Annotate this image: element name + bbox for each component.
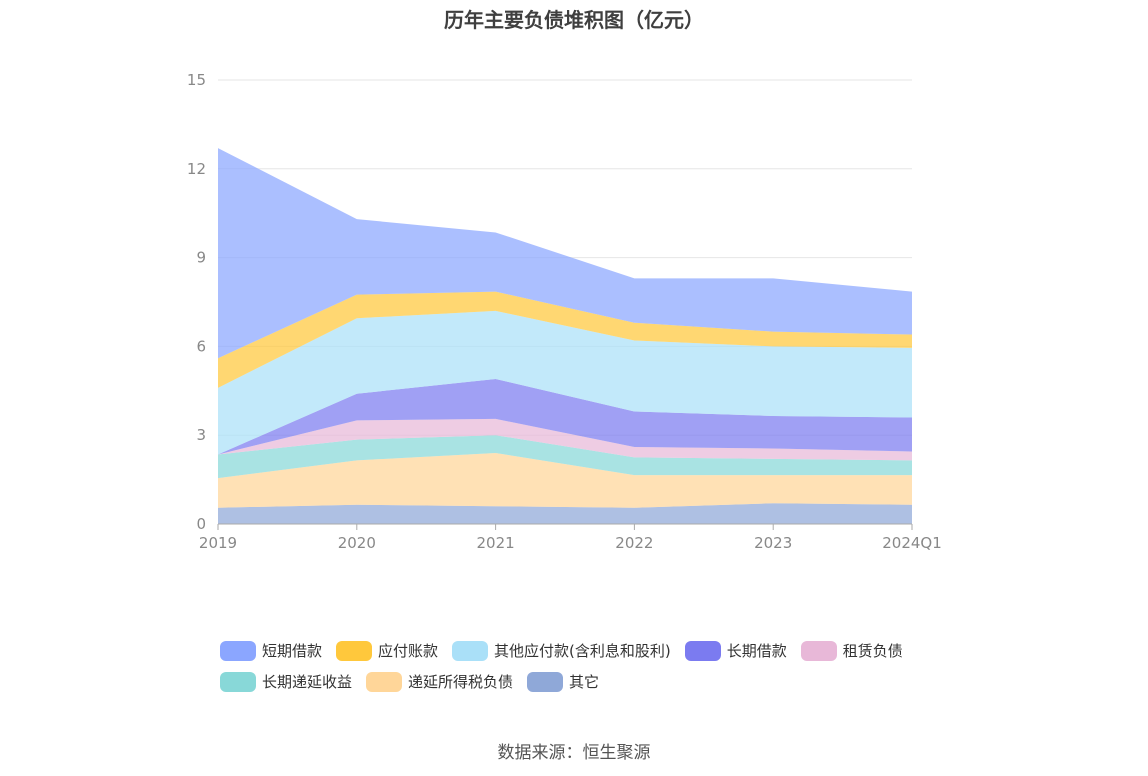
legend-swatch bbox=[220, 671, 256, 692]
y-tick-label: 15 bbox=[187, 71, 206, 89]
x-tick-label: 2019 bbox=[199, 534, 237, 552]
legend-item[interactable]: 短期借款 bbox=[220, 640, 322, 661]
legend-swatch bbox=[800, 640, 837, 661]
y-tick-label: 12 bbox=[187, 160, 206, 178]
y-tick-label: 0 bbox=[196, 515, 206, 533]
legend-label: 长期递延收益 bbox=[262, 673, 353, 691]
area-长期递延收益 bbox=[218, 435, 912, 479]
legend-swatch bbox=[684, 640, 721, 661]
area-短期借款 bbox=[218, 148, 912, 359]
legend-item[interactable]: 长期借款 bbox=[684, 640, 787, 661]
legend-item[interactable]: 租赁负债 bbox=[800, 640, 903, 661]
legend-item[interactable]: 长期递延收益 bbox=[220, 671, 352, 692]
legend-label: 其它 bbox=[569, 673, 600, 691]
legend-label: 应付账款 bbox=[378, 642, 439, 660]
area-应付账款 bbox=[218, 291, 912, 388]
x-tick-label: 2020 bbox=[338, 534, 376, 552]
legend-swatch bbox=[336, 640, 373, 661]
x-tick-label: 2021 bbox=[477, 534, 515, 552]
x-tick-label: 2022 bbox=[615, 534, 653, 552]
x-tick-label: 2023 bbox=[754, 534, 792, 552]
x-tick-label: 2024Q1 bbox=[882, 534, 942, 552]
legend: 短期借款 应付账款 其他应付款(含利息和股利) 长期借款 租赁负债 长期递延收益 递延所得… bbox=[220, 640, 980, 702]
legend-row-2: 长期递延收益 递延所得税负债 其它 bbox=[220, 671, 980, 692]
legend-row-1: 短期借款 应付账款 其他应付款(含利息和股利) 长期借款 租赁负债 bbox=[220, 640, 980, 661]
area-长期借款 bbox=[218, 378, 912, 455]
area-其它 bbox=[218, 503, 912, 524]
area-租赁负债 bbox=[218, 418, 912, 461]
legend-swatch bbox=[220, 640, 256, 661]
y-tick-label: 3 bbox=[196, 426, 206, 444]
y-tick-label: 6 bbox=[196, 337, 206, 355]
legend-label: 长期借款 bbox=[726, 642, 787, 660]
stacked-area-chart: 0 3 6 9 12 15 2019 2020 2021 2022 2023 2024Q1 bbox=[187, 71, 942, 552]
area-其他应付款(含利息和股利) bbox=[218, 310, 912, 455]
legend-item[interactable]: 其他应付款(含利息和股利) bbox=[452, 640, 671, 661]
legend-swatch bbox=[452, 640, 489, 661]
legend-label: 递延所得税负债 bbox=[408, 673, 514, 691]
data-source: 数据来源：恒生聚源 bbox=[497, 743, 651, 763]
legend-item[interactable]: 应付账款 bbox=[336, 640, 438, 661]
area-递延所得税负债 bbox=[218, 452, 912, 508]
legend-label: 短期借款 bbox=[262, 642, 323, 660]
y-tick-label: 9 bbox=[196, 249, 206, 267]
chart-title: 历年主要负债堆积图（亿元） bbox=[444, 8, 704, 32]
legend-swatch bbox=[527, 671, 564, 692]
legend-item[interactable]: 递延所得税负债 bbox=[366, 671, 513, 692]
legend-swatch bbox=[366, 671, 403, 692]
legend-item[interactable]: 其它 bbox=[527, 671, 599, 692]
legend-label: 租赁负债 bbox=[842, 642, 903, 660]
legend-label: 其他应付款(含利息和股利) bbox=[494, 642, 671, 660]
